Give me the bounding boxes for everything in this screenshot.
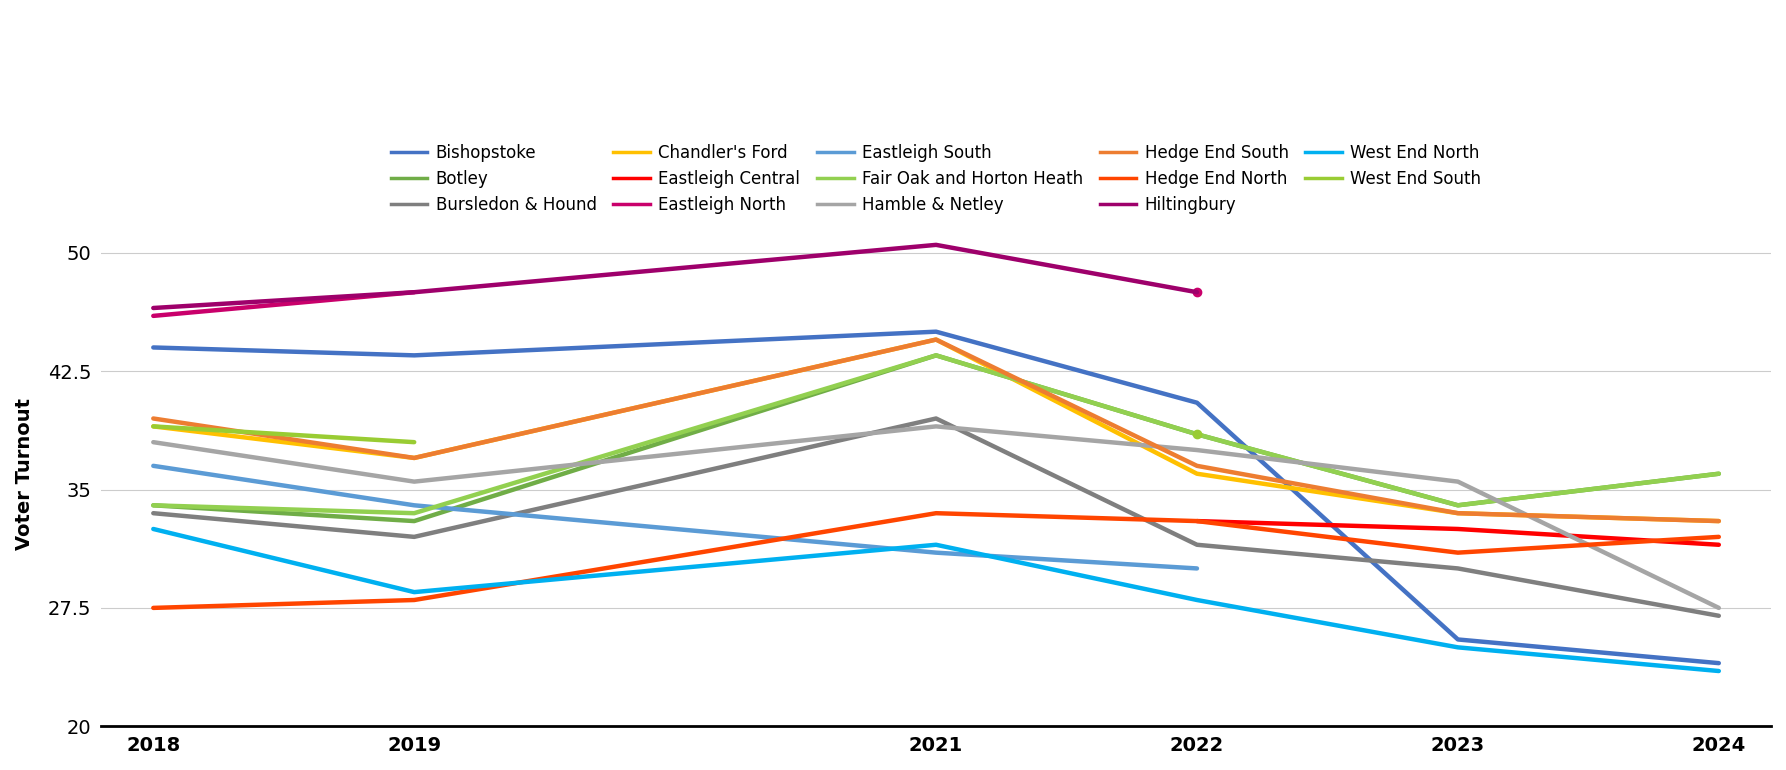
Legend: Bishopstoke, Botley, Bursledon & Hound, Chandler's Ford, Eastleigh Central, East: Bishopstoke, Botley, Bursledon & Hound, … xyxy=(386,139,1486,219)
Y-axis label: Voter Turnout: Voter Turnout xyxy=(14,398,34,550)
